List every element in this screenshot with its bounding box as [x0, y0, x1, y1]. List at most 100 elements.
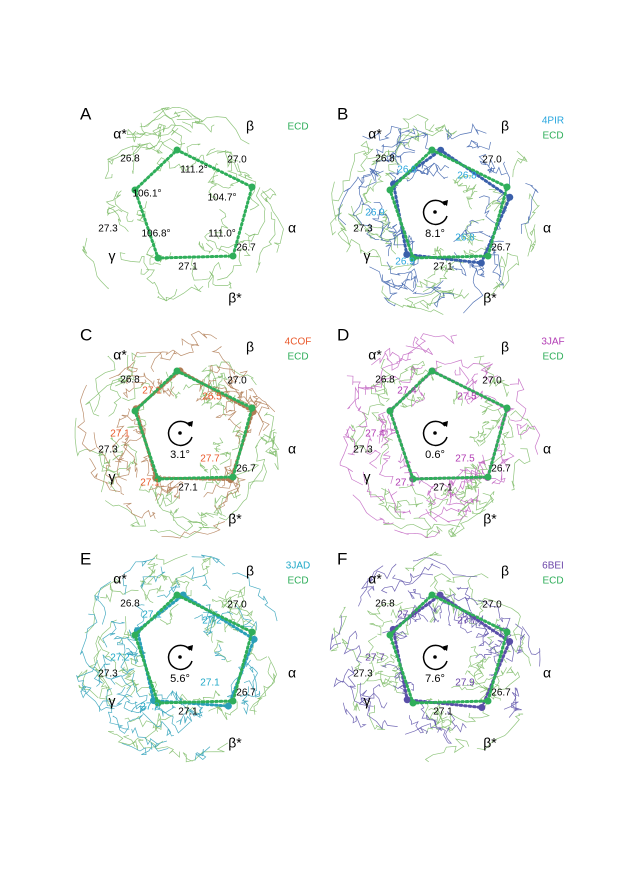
- centroid-pentagon-vertex: [484, 697, 492, 705]
- rotation-angle: 8.1°: [425, 228, 445, 240]
- backbone: [221, 590, 240, 616]
- backbone: [454, 482, 480, 500]
- compare-distance: 27.2: [110, 653, 130, 664]
- backbone: [110, 434, 123, 461]
- backbone: [333, 666, 356, 689]
- subunit-label: α*: [113, 571, 127, 587]
- backbone: [425, 597, 440, 623]
- backbone: [371, 412, 388, 428]
- backbone: [391, 268, 419, 288]
- backbone: [213, 372, 228, 385]
- legend-entry: ECD: [287, 352, 308, 363]
- distance: 27.1: [178, 483, 198, 494]
- backbone: [344, 425, 356, 456]
- backbone: [140, 563, 158, 594]
- backbone: [159, 603, 179, 626]
- subunit-label: α*: [113, 347, 127, 363]
- backbone: [178, 696, 204, 717]
- subunit-label: β: [246, 118, 254, 134]
- backbone: [77, 384, 96, 452]
- backbone: [349, 424, 360, 446]
- distance: 27.0: [482, 376, 502, 387]
- rotation-angle: 5.6°: [170, 673, 190, 685]
- backbone: [116, 408, 131, 432]
- backbone: [263, 412, 280, 450]
- backbone: [396, 128, 425, 147]
- backbone: [377, 411, 389, 444]
- backbone: [93, 654, 112, 687]
- backbone: [348, 205, 376, 239]
- backbone: [248, 388, 270, 431]
- backbone: [121, 441, 138, 478]
- backbone: [354, 386, 368, 428]
- backbone: [112, 714, 144, 734]
- backbone: [139, 573, 168, 585]
- backbone: [122, 379, 147, 399]
- backbone: [181, 330, 218, 347]
- backbone: [212, 437, 224, 453]
- backbone: [404, 723, 443, 735]
- legend-entry: 3JAD: [286, 561, 310, 572]
- backbone: [139, 566, 166, 589]
- rotation-arrow: [422, 420, 448, 447]
- backbone: [115, 436, 129, 463]
- backbone: [394, 529, 441, 538]
- legend-entry: 4COF: [285, 337, 312, 348]
- compare-pentagon-vertex: [437, 146, 445, 154]
- backbone: [190, 511, 214, 526]
- backbone: [158, 505, 220, 529]
- backbone: [343, 630, 362, 664]
- backbone: [167, 480, 180, 500]
- backbone: [198, 241, 214, 255]
- backbone: [115, 452, 131, 496]
- compare-distance: 27.1: [200, 678, 220, 689]
- backbone: [132, 143, 141, 174]
- panel: Cα* β α β* γ 3.1° 4COF ECD 26.8 27.0 26.7 27.1 27.3 2…: [74, 325, 312, 539]
- backbone: [155, 690, 186, 703]
- backbone: [157, 578, 181, 598]
- backbone: [184, 703, 202, 724]
- backbone: [232, 572, 278, 622]
- rotation-arrow: [422, 644, 448, 671]
- backbone: [381, 285, 444, 315]
- backbone: [510, 410, 536, 440]
- centroid-pentagon-vertex: [131, 407, 139, 415]
- backbone: [476, 425, 495, 443]
- centroid-pentagon: [133, 369, 254, 481]
- panel-label: C: [80, 325, 92, 344]
- backbone: [332, 148, 374, 202]
- legend-entry: 4PIR: [542, 116, 564, 127]
- backbone: [374, 352, 413, 393]
- distance: 26.8: [120, 154, 140, 165]
- backbone: [125, 372, 155, 387]
- rotation-angle: 3.1°: [170, 449, 190, 461]
- distance: 27.0: [482, 600, 502, 611]
- backbone: [489, 245, 502, 277]
- backbone: [400, 394, 415, 408]
- distance: 27.1: [433, 483, 453, 494]
- backbone: [465, 218, 485, 242]
- centroid-pentagon-vertex: [173, 367, 181, 375]
- backbone: [202, 610, 234, 623]
- backbone: [119, 252, 150, 275]
- backbone: [369, 266, 417, 293]
- backbone: [213, 644, 226, 661]
- distance: 27.0: [227, 376, 247, 387]
- distance: 27.1: [178, 707, 198, 718]
- backbone: [454, 460, 487, 496]
- backbone: [366, 662, 392, 684]
- backbone: [105, 500, 146, 527]
- angle: 111.0°: [208, 229, 236, 240]
- subunit-label: α: [543, 220, 551, 236]
- rotation-angle: 7.6°: [425, 673, 445, 685]
- backbone: [370, 381, 394, 402]
- rotation-arrowhead: [441, 645, 448, 651]
- backbone: [226, 150, 253, 179]
- backbone: [429, 602, 435, 623]
- backbone: [104, 142, 156, 179]
- backbone: [503, 692, 519, 710]
- backbone: [131, 727, 167, 748]
- backbone: [479, 404, 504, 428]
- backbone: [502, 626, 532, 667]
- backbone: [96, 674, 113, 710]
